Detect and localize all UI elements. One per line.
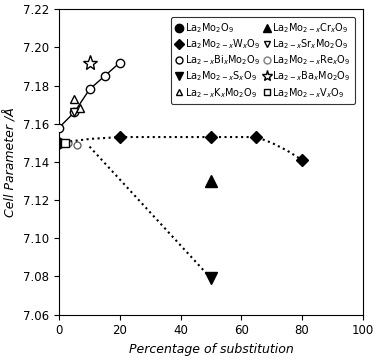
X-axis label: Percentage of substitution: Percentage of substitution: [129, 343, 293, 356]
Legend: La$_2$Mo$_2$O$_9$, La$_2$Mo$_{2-x}$W$_x$O$_9$, La$_{2-x}$Bi$_x$Mo$_2$O$_9$, La$_: La$_2$Mo$_2$O$_9$, La$_2$Mo$_{2-x}$W$_x$…: [171, 17, 355, 104]
Y-axis label: Cell Parameter /Å: Cell Parameter /Å: [4, 107, 18, 217]
